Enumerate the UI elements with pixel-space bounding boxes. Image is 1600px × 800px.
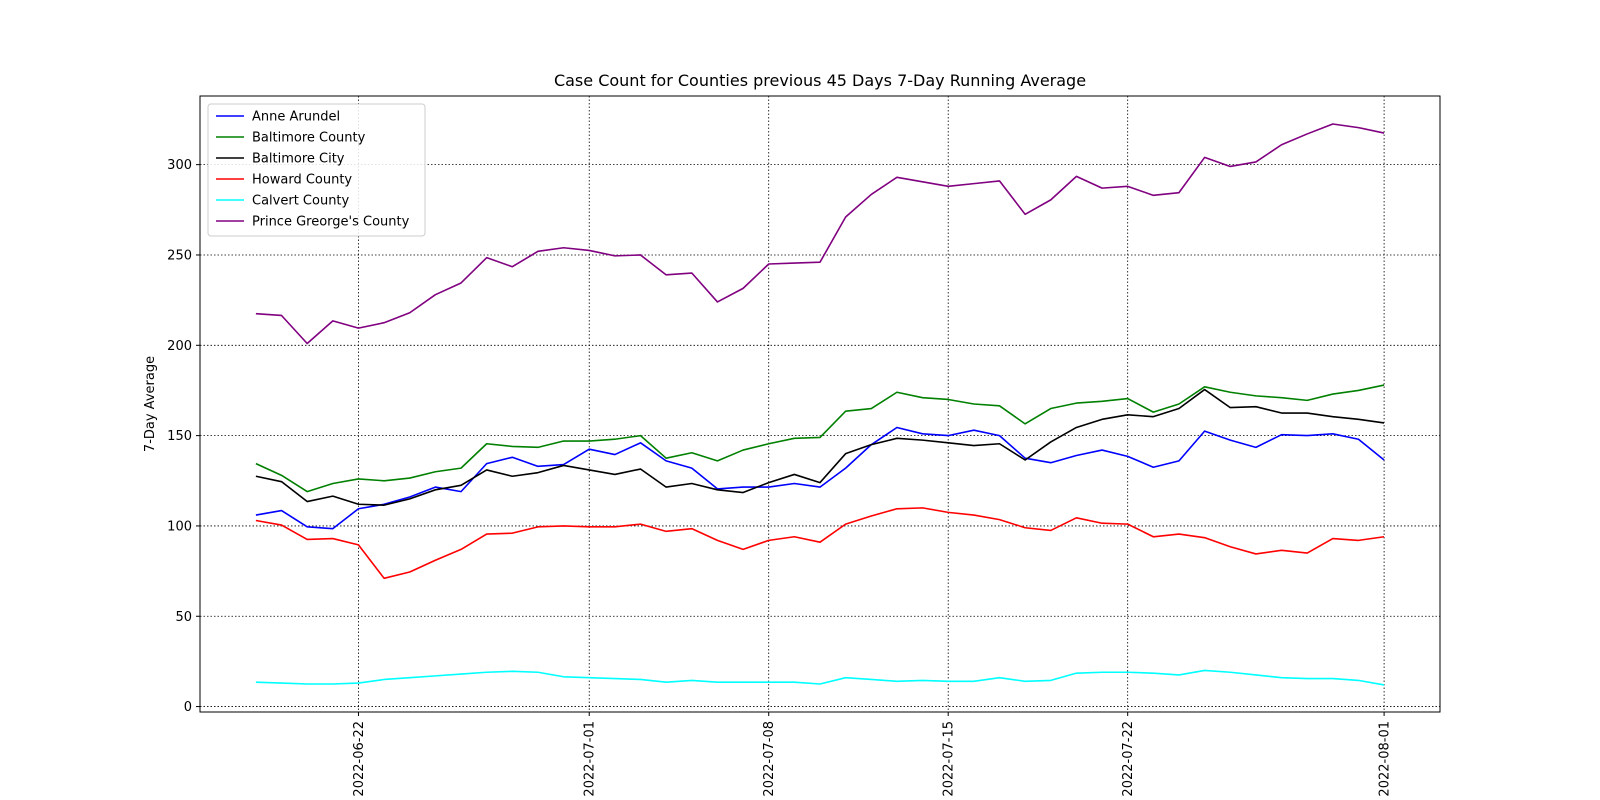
- x-tick-label: 2022-08-01: [1378, 721, 1393, 797]
- x-tick-label: 2022-06-22: [352, 721, 367, 797]
- y-tick-label: 100: [167, 519, 192, 534]
- y-tick-label: 0: [184, 700, 192, 715]
- series-line: [255, 507, 1385, 580]
- legend-box: [207, 103, 426, 237]
- x-tick-label: 2022-07-22: [1121, 721, 1136, 797]
- legend-label: Anne Arundel: [252, 110, 340, 125]
- y-tick-label: 200: [167, 339, 192, 354]
- legend-label: Calvert County: [252, 194, 350, 209]
- y-axis-label: 7-Day Average: [143, 356, 158, 452]
- series-line: [255, 669, 1385, 686]
- legend-label: Baltimore County: [252, 131, 366, 146]
- x-tick-label: 2022-07-15: [942, 721, 957, 797]
- legend: Anne Arundel Baltimore County Baltimore Ci…: [207, 103, 426, 237]
- series-line: [255, 384, 1385, 493]
- x-axis-ticks: 2022-06-22 2022-07-01 2022-07-08 2022-07-15…: [352, 712, 1393, 797]
- y-tick-label: 300: [167, 158, 192, 173]
- series-line: [255, 388, 1385, 506]
- x-tick-label: 2022-07-01: [583, 721, 598, 797]
- plot-frame: [199, 95, 1441, 713]
- chart-title: Case Count for Counties previous 45 Days…: [554, 71, 1086, 90]
- series-lines: [255, 123, 1385, 686]
- x-tick-label: 2022-07-08: [762, 721, 777, 797]
- y-tick-label: 150: [167, 429, 192, 444]
- series-line: [255, 123, 1385, 345]
- legend-label: Baltimore City: [252, 152, 345, 167]
- y-tick-label: 50: [175, 610, 192, 625]
- legend-label: Howard County: [252, 173, 352, 188]
- y-axis-ticks: 0 50 100 150 200 250 300: [167, 158, 200, 715]
- legend-label: Prince Greorge's County: [252, 215, 410, 230]
- y-tick-label: 250: [167, 248, 192, 263]
